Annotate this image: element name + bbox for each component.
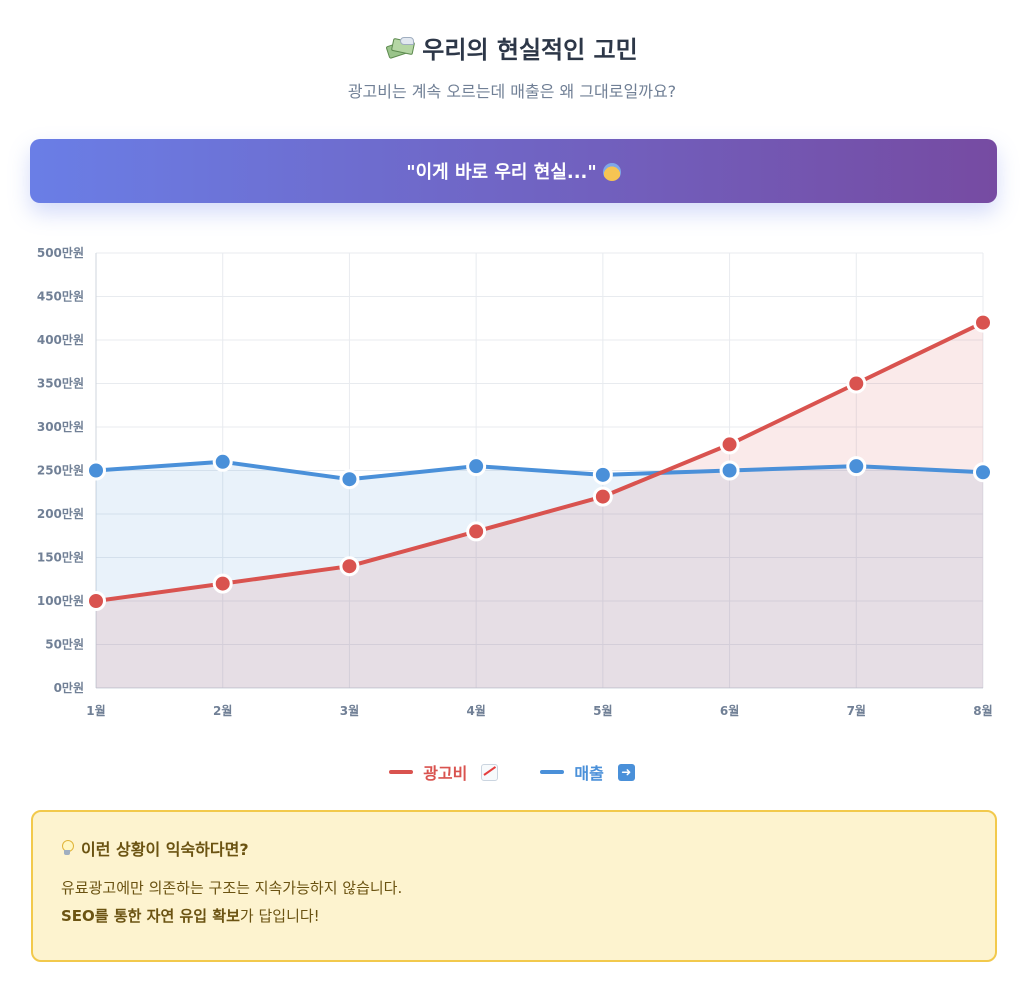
legend-swatch-ad-cost bbox=[389, 770, 414, 774]
chart-legend: 광고비 매출 ➜ bbox=[0, 760, 1024, 784]
y-tick-label: 300만원 bbox=[37, 419, 84, 434]
y-tick-label: 200만원 bbox=[37, 506, 84, 521]
chart-increasing-icon bbox=[481, 763, 499, 781]
tip-emphasis: SEO를 통한 자연 유입 확보 bbox=[61, 907, 240, 925]
tip-line-2: SEO를 통한 자연 유입 확보가 답입니다! bbox=[61, 902, 967, 930]
line-chart: 0만원 50만원 100만원 150만원 200만원 250만원 300만원 350만원 400… bbox=[37, 245, 993, 718]
data-point-0 bbox=[339, 556, 360, 577]
flying-money-icon bbox=[385, 36, 416, 59]
data-point-1 bbox=[846, 456, 867, 477]
data-point-0 bbox=[212, 573, 233, 594]
data-point-1 bbox=[719, 460, 740, 481]
data-point-1 bbox=[592, 464, 613, 485]
data-point-0 bbox=[846, 373, 867, 394]
legend-item-sales[interactable]: 매출 ➜ bbox=[540, 760, 635, 784]
y-tick-label: 50만원 bbox=[45, 637, 84, 652]
x-tick-label: 1월 bbox=[86, 703, 105, 718]
data-point-0 bbox=[973, 312, 993, 333]
tip-title: 이런 상황이 익숙하다면? bbox=[61, 836, 967, 860]
x-tick-label: 5월 bbox=[593, 703, 612, 718]
legend-item-ad-cost[interactable]: 광고비 bbox=[389, 760, 499, 784]
data-point-1 bbox=[339, 469, 360, 490]
data-point-0 bbox=[719, 434, 740, 455]
light-bulb-icon bbox=[61, 840, 74, 856]
x-tick-label: 2월 bbox=[213, 703, 232, 718]
series-area-1 bbox=[96, 461, 983, 688]
x-tick-label: 3월 bbox=[340, 703, 359, 718]
tip-title-text: 이런 상황이 익숙하다면? bbox=[81, 840, 249, 859]
legend-label-sales: 매출 bbox=[574, 764, 604, 783]
data-point-0 bbox=[86, 591, 106, 611]
data-point-0 bbox=[466, 521, 487, 542]
y-tick-label: 100만원 bbox=[37, 593, 84, 608]
data-point-1 bbox=[212, 451, 233, 472]
page-subtitle: 광고비는 계속 오르는데 매출은 왜 그대로일까요? bbox=[347, 82, 677, 101]
legend-label-ad-cost: 광고비 bbox=[423, 764, 468, 783]
y-tick-label: 500만원 bbox=[37, 245, 84, 260]
anxious-face-icon bbox=[602, 163, 621, 181]
series-area-0 bbox=[96, 322, 983, 688]
banner-text: "이게 바로 우리 현실..." bbox=[406, 158, 621, 184]
data-point-1 bbox=[973, 462, 993, 483]
banner-quote: "이게 바로 우리 현실..." bbox=[406, 162, 597, 183]
legend-swatch-sales bbox=[540, 770, 565, 774]
y-tick-label: 450만원 bbox=[37, 289, 84, 304]
x-tick-label: 7월 bbox=[847, 703, 866, 718]
series-line-1 bbox=[94, 459, 985, 482]
data-point-1 bbox=[86, 460, 106, 481]
y-tick-label: 400만원 bbox=[37, 332, 84, 347]
x-tick-label: 8월 bbox=[973, 703, 992, 718]
data-point-0 bbox=[592, 486, 613, 507]
y-tick-label: 150만원 bbox=[37, 550, 84, 565]
quote-banner: "이게 바로 우리 현실..." bbox=[30, 139, 997, 203]
page-title: 우리의 현실적인 고민 bbox=[385, 30, 638, 65]
y-tick-label: 0만원 bbox=[54, 680, 84, 695]
header: 우리의 현실적인 고민 bbox=[0, 30, 1024, 65]
x-tick-label: 6월 bbox=[720, 703, 739, 718]
data-point-1 bbox=[466, 456, 487, 477]
series-line-0 bbox=[94, 320, 985, 603]
y-tick-label: 350만원 bbox=[37, 376, 84, 391]
tip-line-2-rest: 가 답입니다! bbox=[239, 907, 320, 925]
page-title-text: 우리의 현실적인 고민 bbox=[422, 36, 638, 64]
tip-box: 이런 상황이 익숙하다면? 유료광고에만 의존하는 구조는 지속가능하지 않습니… bbox=[31, 810, 997, 962]
tip-line-1: 유료광고에만 의존하는 구조는 지속가능하지 않습니다. bbox=[61, 879, 403, 897]
y-tick-label: 250만원 bbox=[37, 463, 84, 478]
right-arrow-icon: ➜ bbox=[617, 763, 635, 781]
x-tick-label: 4월 bbox=[466, 703, 485, 718]
